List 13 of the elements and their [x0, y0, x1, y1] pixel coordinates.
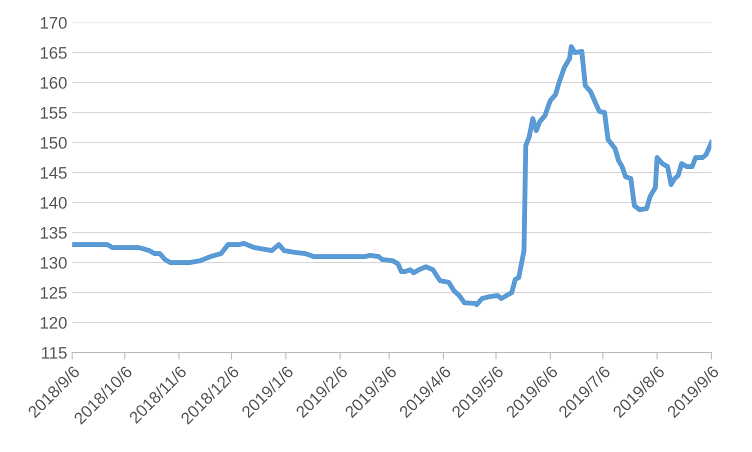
y-tick-label: 155	[40, 107, 67, 119]
y-tick-label: 145	[40, 167, 67, 179]
y-tick-label: 165	[40, 46, 67, 59]
y-tick-label: 130	[40, 256, 67, 269]
y-tick-label: 170	[40, 17, 67, 29]
y-tick-label: 115	[42, 347, 67, 359]
y-tick-label: 125	[40, 286, 67, 299]
line-series	[72, 44, 712, 307]
y-tick-label: 140	[40, 196, 67, 209]
y-tick-label: 150	[40, 136, 67, 149]
y-tick-label: 160	[40, 76, 67, 89]
y-tick-label: 135	[40, 226, 67, 239]
y-tick-label: 120	[40, 316, 67, 329]
